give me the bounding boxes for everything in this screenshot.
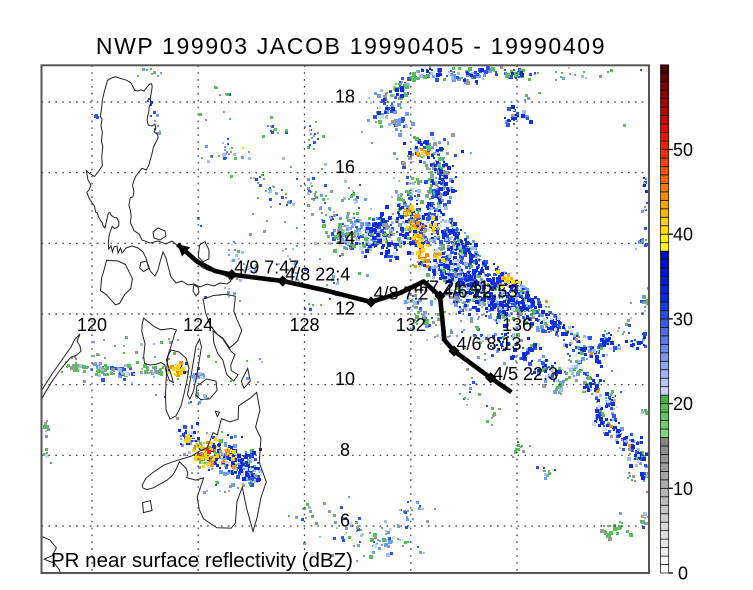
svg-text:NWP 199903 JACOB 19990405 - 19: NWP 199903 JACOB 19990405 - 19990409	[96, 33, 606, 59]
svg-text:20: 20	[673, 394, 693, 414]
svg-text:128: 128	[289, 315, 319, 335]
svg-text:18: 18	[335, 87, 355, 107]
svg-text:132: 132	[396, 315, 426, 335]
svg-text:4/6 22:53: 4/6 22:53	[443, 282, 518, 302]
svg-text:124: 124	[183, 315, 213, 335]
svg-text:16: 16	[335, 157, 355, 177]
svg-text:14: 14	[335, 228, 355, 248]
svg-text:136: 136	[502, 315, 532, 335]
svg-text:6: 6	[340, 511, 350, 531]
svg-text:4/8 7:2: 4/8 7:2	[374, 284, 429, 304]
svg-text:4/6 8:13: 4/6 8:13	[457, 334, 522, 354]
svg-text:4/8 22:4: 4/8 22:4	[285, 264, 350, 284]
svg-text:30: 30	[673, 309, 693, 329]
svg-text:120: 120	[77, 315, 107, 335]
svg-text:50: 50	[673, 140, 693, 160]
svg-text:4/7 21:41: 4/7 21:41	[414, 278, 489, 298]
svg-text:PR near surface reflectivity (: PR near surface reflectivity (dBZ)	[51, 549, 353, 572]
svg-text:10: 10	[673, 479, 693, 499]
svg-text:0: 0	[678, 564, 688, 584]
svg-text:4/5 22:3: 4/5 22:3	[493, 364, 558, 384]
svg-text:10: 10	[335, 369, 355, 389]
svg-text:8: 8	[340, 440, 350, 460]
svg-text:4/9 7:47: 4/9 7:47	[234, 258, 299, 278]
svg-text:40: 40	[673, 225, 693, 245]
svg-text:12: 12	[335, 299, 355, 319]
